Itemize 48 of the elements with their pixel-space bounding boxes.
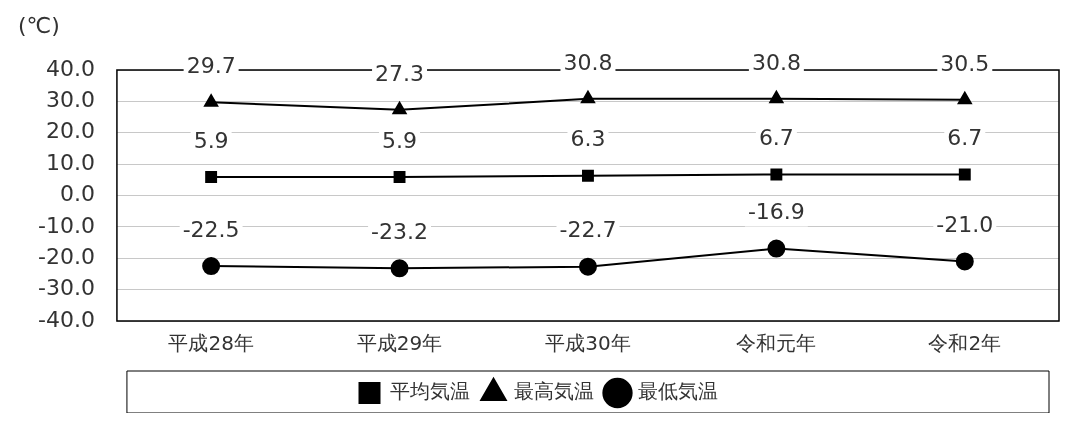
- point: [769, 90, 784, 104]
- legend-label: 平均気温: [389, 379, 470, 404]
- point: [580, 90, 596, 104]
- data-label: 6.7: [758, 125, 794, 151]
- data-label: -16.9: [747, 199, 805, 225]
- data-label: -22.7: [559, 217, 617, 243]
- point: [204, 94, 219, 107]
- point: [955, 252, 974, 271]
- point: [393, 171, 406, 183]
- data-label: 30.8: [563, 49, 613, 75]
- data-label: 30.8: [751, 49, 801, 75]
- data-label: 29.7: [186, 53, 236, 79]
- point: [582, 169, 594, 182]
- point: [578, 257, 597, 276]
- x-tick-label: 令和元年: [736, 331, 817, 356]
- x-tick-label: 平成30年: [545, 331, 631, 356]
- legend-label: 最低気温: [637, 379, 718, 404]
- y-tick-label: -10.0: [37, 212, 95, 238]
- data-label: 5.9: [193, 127, 229, 153]
- x-tick-label: 平成28年: [168, 331, 254, 356]
- y-tick-label: 10.0: [45, 149, 95, 175]
- point: [767, 239, 786, 258]
- data-label: -22.5: [182, 216, 240, 242]
- y-tick-label: -30.0: [37, 275, 95, 301]
- point: [958, 168, 971, 181]
- y-tick-label: 30.0: [45, 87, 95, 113]
- data-label: 30.5: [940, 50, 990, 76]
- y-axis-title: (℃): [18, 12, 60, 38]
- data-label: -23.2: [371, 219, 429, 245]
- y-tick-label: 0.0: [59, 181, 95, 207]
- y-tick-label: -20.0: [37, 243, 95, 269]
- point: [202, 257, 221, 276]
- point: [957, 91, 972, 105]
- point: [205, 171, 218, 183]
- point: [770, 168, 783, 181]
- data-label: 5.9: [382, 127, 418, 153]
- data-label: 6.7: [947, 125, 983, 151]
- x-tick-label: 令和2年: [928, 331, 1002, 356]
- data-label: 27.3: [375, 60, 425, 86]
- data-label: -21.0: [936, 212, 994, 238]
- point: [392, 101, 407, 115]
- point: [390, 259, 409, 278]
- x-tick-label: 平成29年: [356, 331, 443, 356]
- y-tick-label: 20.0: [45, 118, 95, 144]
- y-tick-label: 40.0: [45, 55, 95, 81]
- legend-label: 最高気温: [513, 379, 594, 404]
- data-label: 6.3: [570, 126, 606, 152]
- y-tick-label: -40.0: [37, 306, 95, 332]
